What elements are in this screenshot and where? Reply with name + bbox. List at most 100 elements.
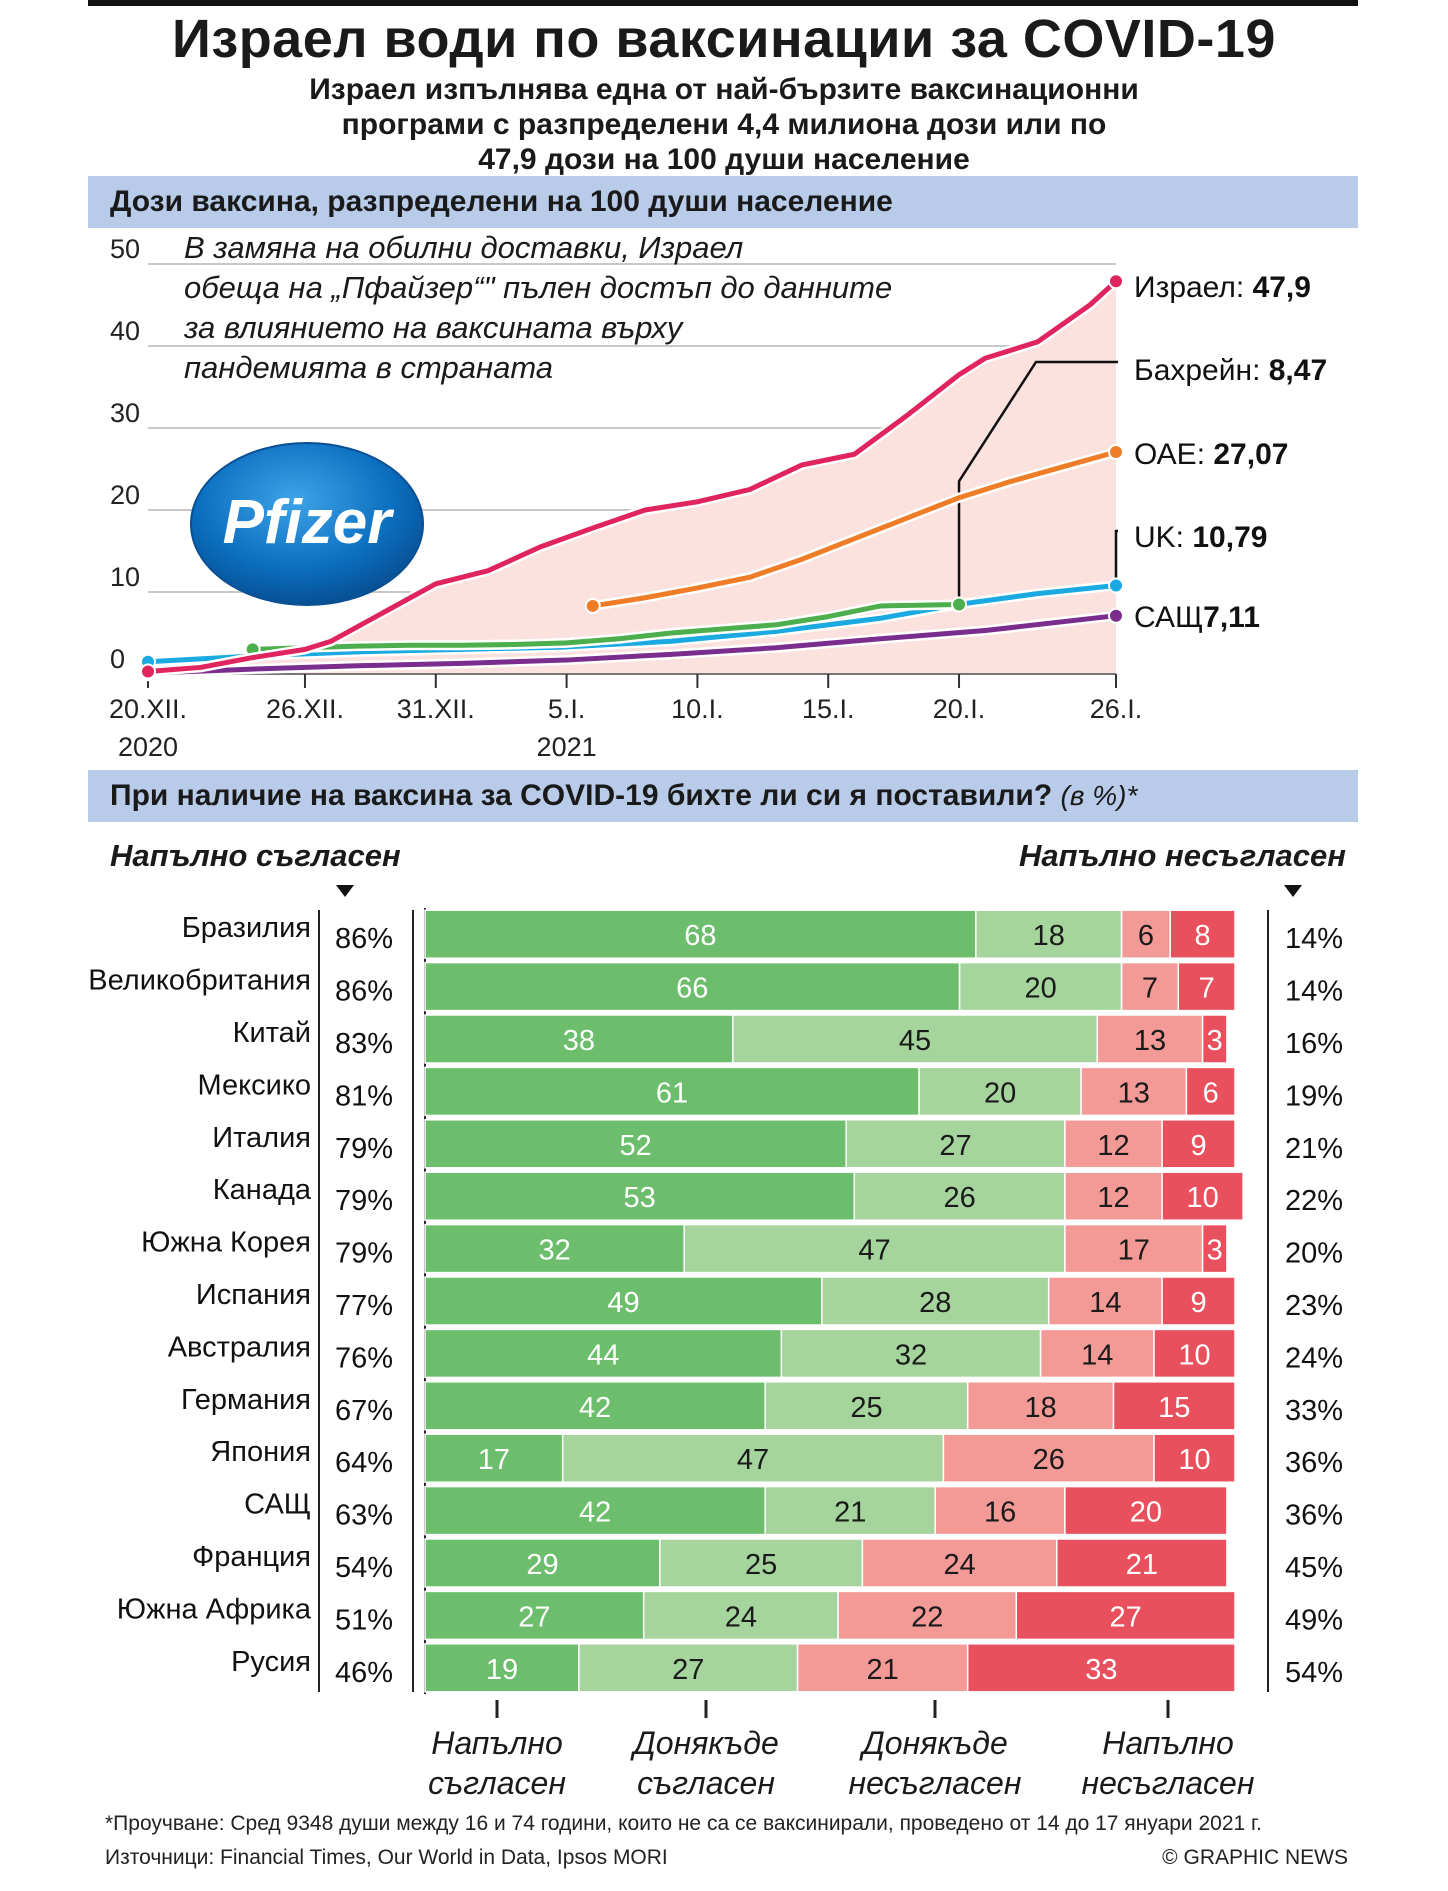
disagree-total: 49% [1285,1604,1343,1636]
somewhat-agree-value: 27 [672,1654,704,1686]
somewhat-agree-value: 26 [943,1182,975,1214]
survey-row: Италия 79% 52 27 12 9 21% [212,1119,1343,1169]
somewhat-disagree-value: 14 [1081,1339,1113,1371]
somewhat-disagree-value: 18 [1024,1392,1056,1424]
disagree-total: 33% [1285,1395,1343,1427]
strong-agree-value: 27 [518,1601,550,1633]
uae-label-name: ОАЕ: [1134,438,1213,471]
strong-disagree-value: 15 [1158,1392,1190,1424]
subtitle: Израел изпълнява една от най-бързите вак… [200,72,1248,177]
country-label: Южна Африка [117,1593,312,1625]
strong-agree-bar [424,1223,685,1274]
strong-disagree-value: 10 [1186,1182,1218,1214]
agree-total: 67% [335,1395,393,1427]
israel-end-label: Израел: 47,9 [1134,271,1311,304]
disagree-total: 19% [1285,1080,1343,1112]
somewhat-disagree-bar [837,1590,1018,1641]
survey-row: Мексико 81% 61 20 13 6 19% [198,1066,1343,1117]
country-label: Япония [210,1436,311,1468]
somewhat-disagree-value: 13 [1118,1077,1150,1109]
strong-disagree-bar [1161,1276,1236,1326]
somewhat-agree-value: 28 [919,1287,951,1319]
annotation-line: пандемията в страната [184,350,554,385]
survey-row: Китай 83% 38 45 13 3 16% [233,1014,1343,1064]
strong-agree-value: 49 [607,1287,639,1319]
strong-agree-value: 19 [486,1654,518,1686]
israel-label-value: 47,9 [1253,271,1311,304]
somewhat-disagree-value: 7 [1142,973,1158,1005]
strong-disagree-bar [1201,1014,1228,1064]
somewhat-disagree-value: 6 [1138,920,1154,952]
strong-disagree-value: 8 [1195,920,1211,952]
sources: Източници: Financial Times, Our World in… [105,1846,668,1869]
legend-somewhat-agree: Донякъде съгласен [596,1723,816,1803]
annotation-line: за влиянието на ваксината върху [184,310,683,345]
strong-disagree-bar [1161,1119,1236,1169]
y-tick-label: 20 [110,480,140,510]
somewhat-disagree-value: 26 [1033,1444,1065,1476]
strong-disagree-value: 10 [1178,1444,1210,1476]
strong-disagree-bar [1015,1590,1236,1641]
strong-agree-bar [424,1066,920,1117]
somewhat-agree-value: 21 [834,1497,866,1529]
country-label: Канада [213,1174,312,1206]
somewhat-agree-bar [683,1223,1066,1274]
somewhat-disagree-value: 16 [984,1497,1016,1529]
disagree-total: 14% [1285,976,1343,1008]
somewhat-disagree-bar [861,1538,1058,1588]
country-label: Мексико [198,1069,311,1101]
somewhat-agree-bar [975,909,1123,959]
country-label: Испания [196,1279,311,1311]
country-label: Германия [181,1384,311,1416]
strong-agree-value: 38 [563,1025,595,1057]
strong-agree-bar [424,1590,645,1641]
usa-end-marker [1108,607,1124,624]
strong-agree-value: 52 [619,1130,651,1162]
somewhat-disagree-value: 13 [1134,1025,1166,1057]
bahrain-end-marker [951,596,968,613]
x-tick-label: 20.I. [933,694,986,724]
country-label: Великобритания [88,965,311,997]
somewhat-disagree-bar [934,1485,1066,1536]
strong-agree-bar [424,1328,783,1379]
usa-label-value: 7,11 [1203,601,1260,634]
uk-label-name: UK: [1134,521,1192,554]
agree-total: 86% [335,923,393,955]
somewhat-disagree-value: 24 [943,1549,975,1581]
usa-end-label: САЩ7,11 [1134,601,1260,634]
strong-disagree-value: 21 [1126,1549,1158,1581]
somewhat-agree-bar [764,1381,969,1431]
strong-agree-value: 68 [684,920,716,952]
agree-total: 79% [335,1133,393,1165]
bahrain-line [250,602,962,652]
page-title: Израел води по ваксинации за COVID-19 [172,9,1276,69]
survey-row: Австралия 76% 44 32 14 10 24% [168,1328,1343,1379]
strong-agree-value: 29 [526,1549,558,1581]
x-tick-label: 31.XII. [397,694,475,724]
section-title-doses: Дози ваксина, разпределени на 100 души н… [110,185,893,218]
strong-disagree-value: 33 [1085,1654,1117,1686]
strong-agree-bar [424,909,977,959]
survey-row: Бразилия 86% 68 18 6 8 14% [182,909,1343,959]
strong-agree-bar [424,1643,580,1693]
legend-text: съгласен [637,1765,775,1801]
strong-agree-bar [424,1014,734,1064]
somewhat-agree-value: 47 [737,1444,769,1476]
section-header-survey: При наличие на ваксина за COVID-19 бихте… [88,770,1358,822]
country-label: Южна Корея [141,1227,311,1259]
somewhat-agree-value: 27 [939,1130,971,1162]
x-tick-year: 2021 [537,732,597,762]
survey-row: Германия 67% 42 25 18 15 33% [181,1381,1343,1431]
disagree-total: 22% [1285,1185,1343,1217]
somewhat-agree-bar [780,1328,1042,1379]
strong-disagree-bar [1112,1381,1236,1431]
survey-row: Япония 64% 17 47 26 10 36% [210,1433,1343,1483]
strong-disagree-value: 20 [1130,1497,1162,1529]
disagree-total: 23% [1285,1290,1343,1322]
strong-disagree-value: 6 [1203,1077,1219,1109]
country-label: Франция [192,1541,311,1573]
x-tick-label: 15.I. [802,694,855,724]
agree-total: 79% [335,1185,393,1217]
bahrain-label-name: Бахрейн: [1134,354,1269,387]
